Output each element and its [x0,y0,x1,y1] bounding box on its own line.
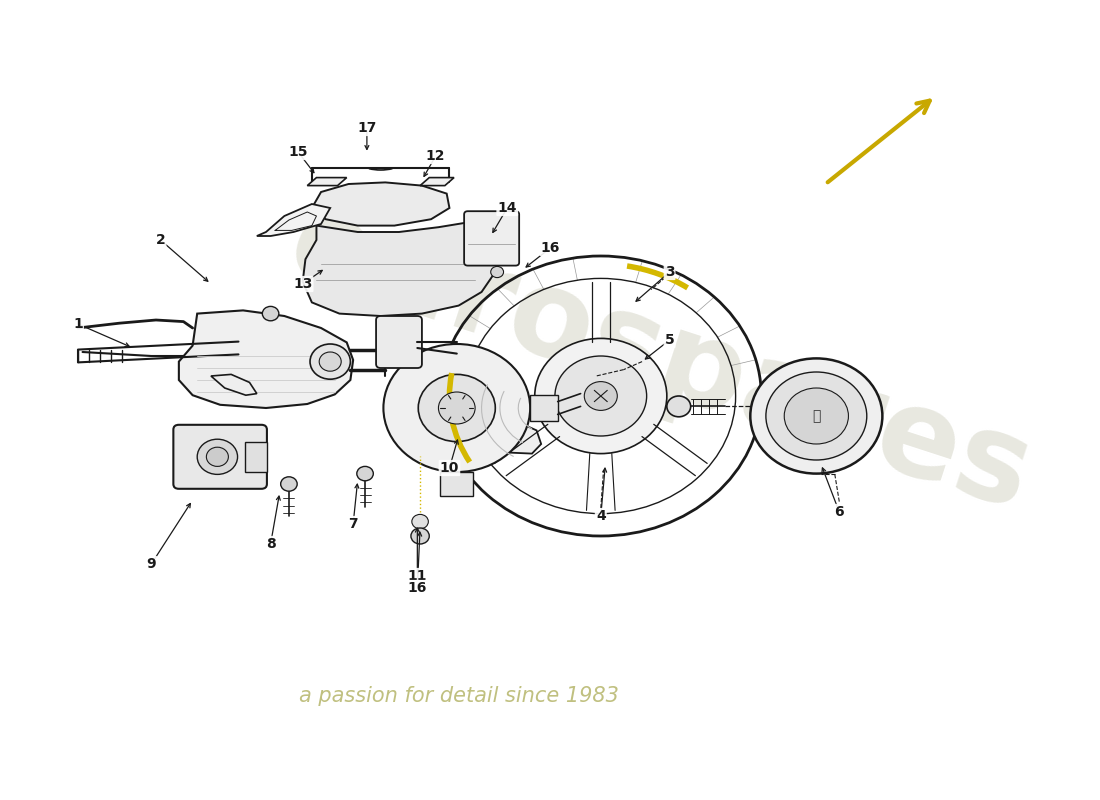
Circle shape [535,338,667,454]
FancyBboxPatch shape [245,442,267,472]
Polygon shape [211,374,256,395]
Circle shape [750,358,882,474]
Text: 🔺: 🔺 [812,409,821,423]
Polygon shape [256,204,330,236]
Text: 15: 15 [288,145,308,159]
Circle shape [411,528,429,544]
Circle shape [584,382,617,410]
FancyBboxPatch shape [376,316,422,368]
FancyBboxPatch shape [174,425,267,489]
Circle shape [319,352,341,371]
FancyBboxPatch shape [440,472,473,496]
Text: 11: 11 [408,569,427,583]
Text: 8: 8 [266,537,275,551]
Polygon shape [395,406,541,454]
Circle shape [491,266,504,278]
Polygon shape [179,310,353,408]
Circle shape [384,344,530,472]
FancyBboxPatch shape [464,211,519,266]
Circle shape [667,396,691,417]
Polygon shape [312,182,450,226]
Text: 12: 12 [426,149,446,163]
Circle shape [439,392,475,424]
Circle shape [554,356,647,436]
Text: 16: 16 [408,581,427,595]
Circle shape [766,372,867,460]
Text: 7: 7 [349,517,358,531]
Text: 14: 14 [497,201,517,215]
Circle shape [310,344,351,379]
Text: 17: 17 [358,121,376,135]
Polygon shape [420,178,454,186]
Text: 1: 1 [73,317,82,331]
Text: 13: 13 [293,277,312,291]
Text: eurospares: eurospares [275,185,1046,535]
Text: a passion for detail since 1983: a passion for detail since 1983 [299,686,618,706]
Text: 10: 10 [440,461,459,475]
Text: 16: 16 [541,241,560,255]
Circle shape [418,374,495,442]
Text: 3: 3 [664,265,674,279]
Circle shape [197,439,238,474]
Polygon shape [307,178,346,186]
Polygon shape [302,222,499,316]
Text: 6: 6 [835,505,844,519]
Text: 5: 5 [664,333,674,347]
FancyBboxPatch shape [530,395,558,421]
Text: 9: 9 [146,557,156,571]
Circle shape [280,477,297,491]
Circle shape [356,466,373,481]
Circle shape [207,447,229,466]
Circle shape [262,306,278,321]
Text: 2: 2 [155,233,165,247]
Text: 4: 4 [596,509,606,523]
Circle shape [411,514,428,529]
Circle shape [784,388,848,444]
